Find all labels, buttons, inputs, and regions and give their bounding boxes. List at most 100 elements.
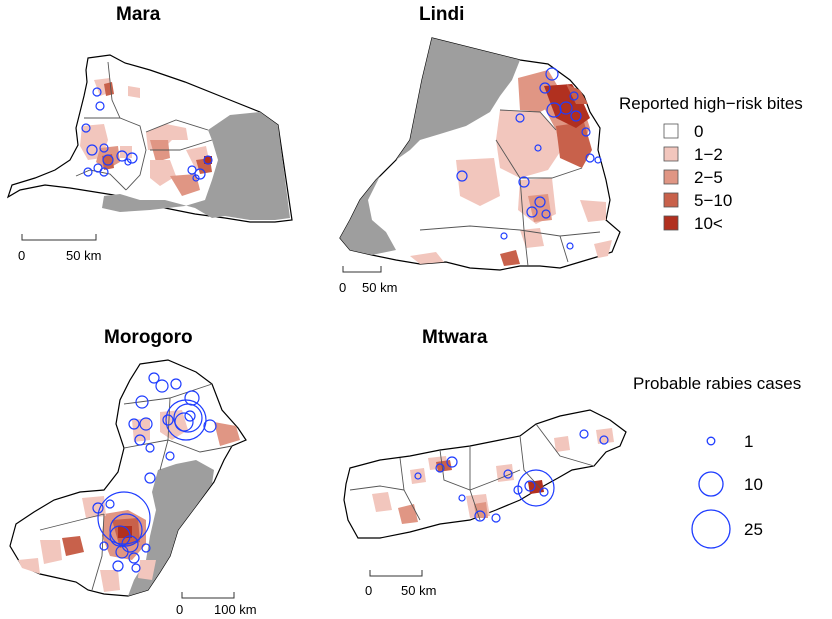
case-circle [97, 491, 151, 545]
ward [500, 250, 520, 266]
region-outline-morogoro [9, 359, 247, 597]
case-circle [491, 513, 501, 523]
scale-label-mara: 50 km [66, 248, 101, 263]
case-circle [187, 165, 197, 175]
case-circle [105, 499, 115, 509]
protected-area-mara [102, 112, 290, 220]
case-circle [559, 101, 573, 115]
panel-title-morogoro: Morogoro [104, 327, 193, 348]
case-circle [112, 560, 124, 572]
case-circle [579, 429, 589, 439]
map-panel-morogoro: Morogoro [9, 327, 257, 617]
panel-title-mara: Mara [116, 4, 161, 25]
case-circle [534, 196, 546, 208]
ward [138, 560, 156, 580]
scale-bar-morogoro: 0 100 km [176, 592, 257, 617]
case-circle [581, 127, 591, 137]
legend-case-label: 1 [744, 432, 753, 451]
district-boundary [145, 119, 209, 133]
district-boundary [159, 397, 171, 471]
ward [398, 504, 418, 524]
case-circles-mtwara [414, 429, 609, 523]
district-boundary [39, 513, 105, 531]
case-circle [435, 463, 445, 473]
case-circle [184, 410, 196, 422]
case-circle [95, 101, 105, 111]
case-circle [124, 158, 132, 166]
district-boundary [519, 435, 541, 489]
ward [528, 194, 552, 222]
ward [214, 422, 240, 446]
ward [118, 526, 132, 538]
case-circle [92, 87, 102, 97]
case-circle [539, 487, 549, 497]
legend-bites-label: 10< [694, 214, 723, 233]
case-circle [162, 414, 174, 426]
case-circle [135, 395, 149, 409]
scale-bar-lindi: 0 50 km [339, 266, 397, 295]
case-circle [165, 451, 175, 461]
district-boundary [107, 61, 121, 119]
legend-bites-swatch [663, 215, 679, 231]
ward [100, 570, 120, 592]
case-circle [141, 543, 151, 553]
scale-label-lindi: 50 km [362, 280, 397, 295]
case-circle [456, 170, 468, 182]
case-circle [539, 82, 551, 94]
map-panel-mtwara: Mtwara [343, 327, 627, 598]
ward [410, 468, 426, 484]
case-circle [128, 418, 140, 430]
case-circle [102, 154, 114, 166]
panel-title-lindi: Lindi [419, 4, 464, 25]
district-boundary [495, 139, 583, 179]
ward [128, 86, 140, 98]
case-circle [570, 110, 582, 122]
case-circle [566, 242, 574, 250]
protected-area-lindi [340, 38, 520, 255]
case-circle [115, 545, 129, 559]
scale-label-morogoro: 100 km [214, 602, 257, 617]
ward [150, 140, 170, 162]
ward [474, 502, 488, 518]
map-panel-lindi: Lindi [339, 4, 621, 295]
legend-bites-label: 5−10 [694, 191, 732, 210]
case-circle [148, 372, 160, 384]
case-circle [569, 91, 579, 101]
ward [40, 540, 62, 564]
ward [594, 240, 612, 258]
case-circle [203, 419, 217, 433]
district-boundary [519, 177, 529, 267]
ward [160, 410, 188, 440]
district-boundaries-mtwara [349, 423, 595, 521]
district-boundary [91, 513, 105, 591]
legend-bites-label: 2−5 [694, 168, 723, 187]
case-circle [517, 469, 555, 507]
case-circle [474, 510, 486, 522]
case-circle [585, 153, 595, 163]
ward [102, 154, 114, 170]
case-circle [99, 167, 109, 177]
case-circle [541, 209, 551, 219]
case-circle [599, 435, 609, 445]
case-circles-morogoro [92, 372, 217, 573]
case-circle [173, 403, 203, 433]
case-circle [145, 443, 155, 453]
panel-title-mtwara: Mtwara [422, 327, 488, 348]
ward [496, 110, 560, 178]
scale-label-mtwara: 50 km [401, 583, 436, 598]
case-circle [83, 167, 93, 177]
case-circle [92, 502, 104, 514]
case-circle [144, 472, 156, 484]
ward [204, 156, 212, 164]
case-circle [99, 143, 109, 153]
case-circle [121, 535, 139, 553]
case-circle [503, 469, 513, 479]
district-boundary [419, 225, 601, 237]
case-circle [128, 552, 140, 564]
case-circle [534, 144, 542, 152]
case-circle [109, 513, 143, 547]
legend-bites-swatch [663, 146, 679, 162]
ward [62, 536, 84, 556]
case-circle [515, 113, 525, 123]
